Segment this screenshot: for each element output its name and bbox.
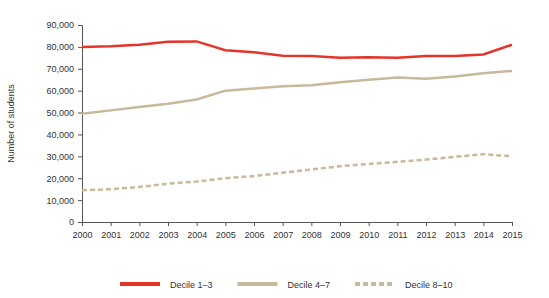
x-tick-mark [225,222,226,226]
y-tick: 40,000 [46,130,82,140]
y-tick-label: 60,000 [46,86,74,96]
x-tick: 2002 [130,222,150,240]
x-tick: 2008 [302,222,322,240]
x-tick-label: 2002 [130,230,150,240]
y-tick-label: 70,000 [46,64,74,74]
x-tick-label: 2008 [302,230,322,240]
y-tick: 10,000 [46,195,82,205]
y-tick: 80,000 [46,42,82,52]
x-tick-mark [82,222,83,226]
x-tick: 2013 [445,222,465,240]
y-tick-mark [78,178,82,179]
y-tick: 30,000 [46,152,82,162]
legend-label: Decile 4–7 [288,280,331,290]
x-tick: 2006 [244,222,264,240]
x-tick: 2004 [187,222,207,240]
x-tick: 2010 [359,222,379,240]
series-line [82,41,512,57]
series-line [82,154,512,190]
y-tick-label: 50,000 [46,108,74,118]
x-tick-label: 2001 [101,230,121,240]
y-tick-mark [78,47,82,48]
x-tick-label: 2009 [330,230,350,240]
y-tick: 90,000 [46,20,82,30]
legend-item: Decile 4–7 [238,280,331,290]
y-tick-mark [78,134,82,135]
legend-swatch [238,282,278,286]
y-tick-label: 10,000 [46,195,74,205]
chart: 0 10,000 20,000 30,000 40,000 50,000 60,000 70,… [0,0,549,298]
x-tick-mark [369,222,370,226]
y-axis-line [78,26,83,223]
x-tick-label: 2012 [416,230,436,240]
y-tick-label: 30,000 [46,152,74,162]
x-tick: 2015 [502,222,522,240]
x-axis-line [83,223,513,227]
legend-swatch [120,282,160,286]
x-tick: 2012 [416,222,436,240]
legend: Decile 1–3 Decile 4–7 Decile 8–10 [120,280,453,290]
y-tick: 60,000 [46,86,82,96]
x-tick: 2014 [474,222,494,240]
x-tick: 2009 [330,222,350,240]
x-tick-mark [311,222,312,226]
x-tick-label: 2006 [244,230,264,240]
x-tick-label: 2013 [445,230,465,240]
y-tick-mark [78,200,82,201]
x-tick-label: 2014 [474,230,494,240]
y-tick-mark [78,113,82,114]
y-tick: 0 [69,217,82,227]
x-tick-label: 2010 [359,230,379,240]
x-tick-mark [426,222,427,226]
x-tick-label: 2000 [72,230,92,240]
legend-label: Decile 1–3 [170,280,213,290]
x-tick: 2001 [101,222,121,240]
y-tick: 70,000 [46,64,82,74]
x-tick-mark [512,222,513,226]
x-tick: 2011 [388,222,407,240]
legend-item: Decile 1–3 [120,280,213,290]
x-axis: 2000 2001 2002 2003 2004 2005 2006 2007 2008 2009… [72,222,522,240]
x-tick-mark [340,222,341,226]
y-axis: 0 10,000 20,000 30,000 40,000 50,000 60,000 70,… [46,20,82,227]
x-tick: 2005 [216,222,236,240]
x-tick-mark [168,222,169,226]
y-tick-mark [78,69,82,70]
y-tick-label: 0 [69,217,74,227]
y-tick-label: 80,000 [46,42,74,52]
x-tick-label: 2005 [216,230,236,240]
y-tick-mark [78,156,82,157]
y-tick-mark [78,222,82,223]
series-line [82,71,512,114]
x-tick: 2003 [158,222,178,240]
x-tick-label: 2003 [158,230,178,240]
plot: 0 10,000 20,000 30,000 40,000 50,000 60,000 70,… [46,20,522,240]
x-tick-label: 2004 [187,230,207,240]
x-tick-mark [455,222,456,226]
x-tick-mark [111,222,112,226]
lines [82,41,512,190]
x-tick-mark [139,222,140,226]
y-tick-mark [78,91,82,92]
x-tick-label: 2011 [388,230,407,240]
y-tick-mark [78,25,82,26]
x-tick: 2000 [72,222,92,240]
y-tick: 50,000 [46,108,82,118]
y-axis-title: Number of students [6,84,16,163]
legend-label: Decile 8–10 [405,280,453,290]
x-tick-label: 2015 [502,230,522,240]
x-tick-mark [483,222,484,226]
x-tick-mark [254,222,255,226]
x-tick-label: 2007 [273,230,293,240]
x-tick: 2007 [273,222,293,240]
y-tick-label: 90,000 [46,20,74,30]
x-tick-mark [197,222,198,226]
legend-item: Decile 8–10 [355,280,453,290]
y-tick-label: 40,000 [46,130,74,140]
x-tick-mark [283,222,284,226]
y-tick-label: 20,000 [46,174,74,184]
legend-swatch [355,282,395,286]
x-tick-mark [397,222,398,226]
y-tick: 20,000 [46,174,82,184]
